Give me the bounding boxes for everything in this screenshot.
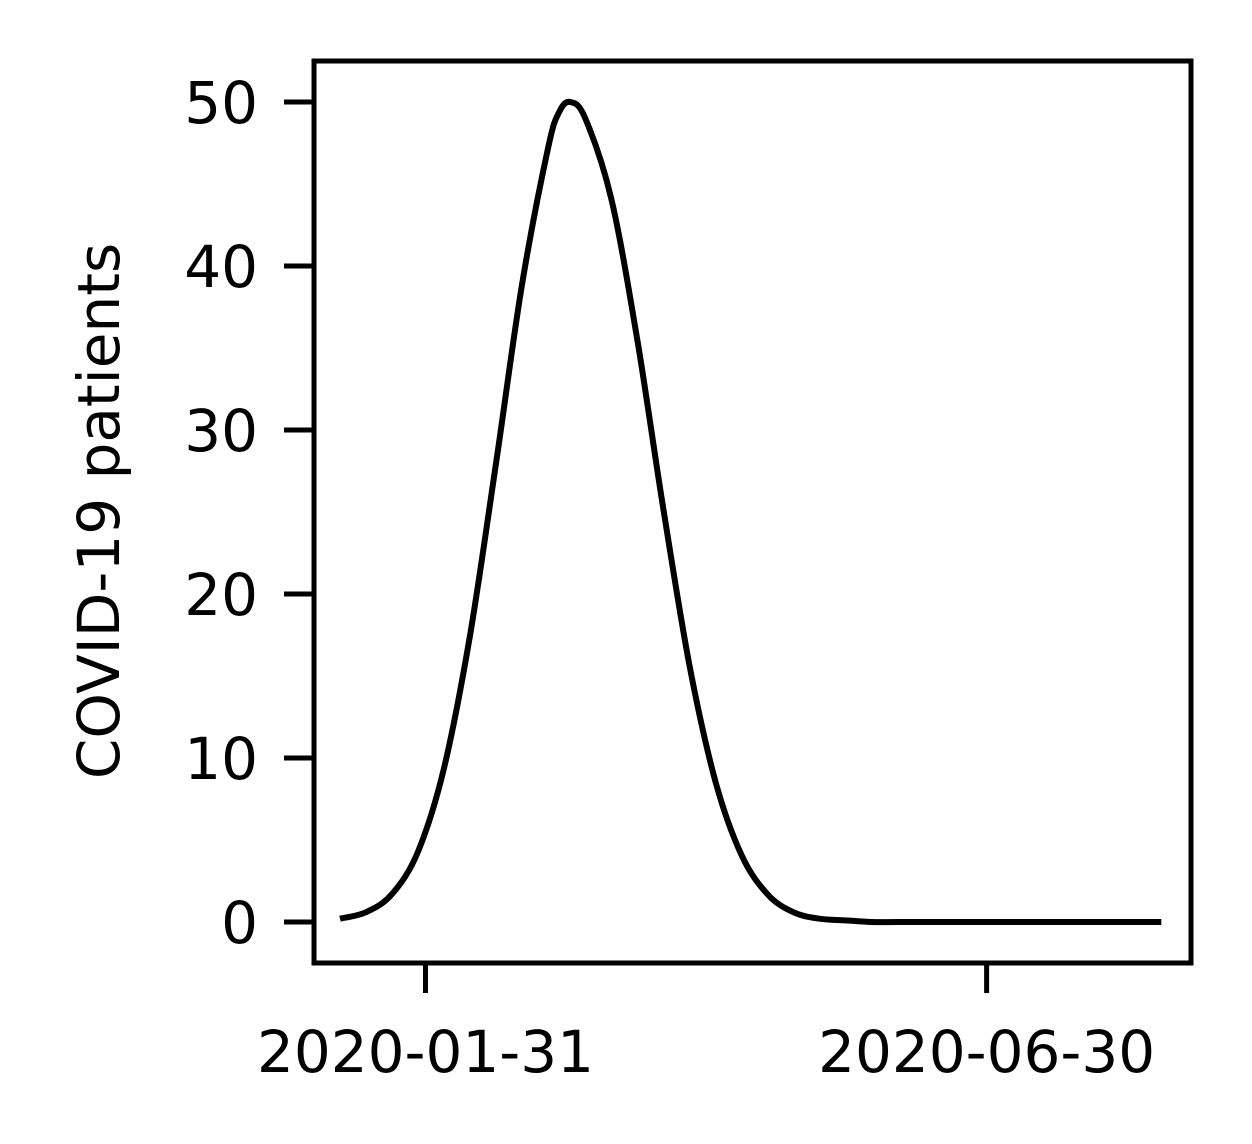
y-axis-ticks: 0 10 20 30 40 50 (184, 69, 314, 957)
y-axis-label: COVID-19 patients (65, 243, 133, 779)
y-tick-label: 10 (184, 725, 258, 793)
y-tick-label: 0 (221, 889, 258, 957)
plot-frame (311, 58, 1194, 966)
y-tick-label: 50 (184, 69, 258, 137)
series-line (339, 98, 1162, 926)
y-tick-label: 20 (184, 561, 258, 629)
y-tick-label: 40 (184, 233, 258, 301)
x-tick-label: 2020-06-30 (818, 1018, 1155, 1086)
x-tick-label: 2020-01-31 (257, 1018, 594, 1086)
x-axis-ticks: 2020-01-31 2020-06-30 (257, 963, 1155, 1086)
y-tick-label: 30 (184, 397, 258, 465)
